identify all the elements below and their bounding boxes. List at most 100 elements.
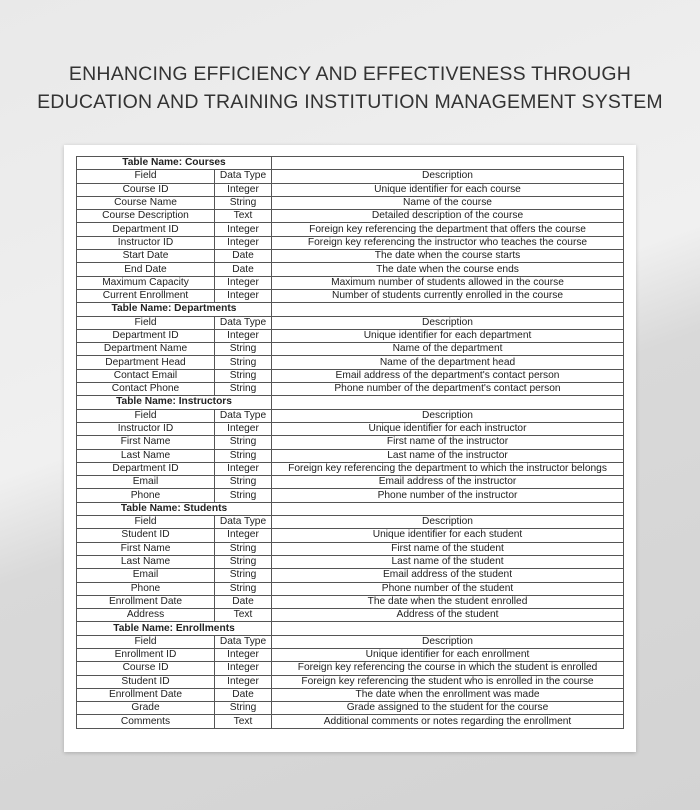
- table-section-header: Table Name: Enrollments: [75, 621, 624, 636]
- field-cell: Phone: [76, 581, 215, 596]
- empty-cell: [271, 395, 624, 410]
- table-row: Department ID Integer Foreign key referenc…: [76, 222, 624, 237]
- field-cell: Department Head: [76, 355, 215, 370]
- data-type-cell: String: [213, 701, 273, 716]
- table-row: Course Name String Name of the course: [76, 195, 624, 211]
- table-row: Enrollment Date Date The date when the enr…: [76, 687, 624, 703]
- column-header-field: Field: [76, 634, 215, 649]
- column-header-description: Description: [271, 408, 624, 423]
- data-type-cell: Integer: [213, 275, 273, 290]
- empty-cell: [271, 621, 624, 636]
- field-cell: Course Name: [76, 195, 215, 211]
- table-row: Email String Email address of the instruct…: [76, 475, 624, 490]
- table-row: Department Name String Name of the departm…: [76, 342, 624, 357]
- description-cell: Additional comments or notes regarding t…: [271, 714, 624, 729]
- column-header-field: Field: [76, 169, 215, 184]
- description-cell: Unique identifier for each student: [271, 528, 624, 543]
- field-cell: Last Name: [76, 554, 215, 570]
- table-row: Department Head String Name of the departm…: [76, 355, 624, 370]
- description-cell: First name of the student: [271, 541, 624, 556]
- data-type-cell: Date: [213, 249, 273, 264]
- table-row: Department ID Integer Unique identifier fo…: [76, 328, 624, 344]
- table-row: Course ID Integer Foreign key referencing …: [76, 661, 624, 676]
- table-row: Maximum Capacity Integer Maximum number of…: [76, 275, 624, 290]
- table-row: Email String Email address of the student: [76, 568, 624, 583]
- data-type-cell: String: [213, 368, 273, 384]
- column-header-description: Description: [271, 315, 624, 330]
- description-cell: Last name of the student: [271, 554, 624, 570]
- field-cell: Grade: [76, 701, 215, 716]
- field-cell: Enrollment ID: [76, 647, 215, 663]
- table-row: Department ID Integer Foreign key referenc…: [76, 461, 624, 477]
- column-header-row: Field Data Type Description: [76, 515, 624, 530]
- description-cell: Name of the department: [271, 342, 624, 357]
- field-cell: Course Description: [76, 209, 215, 224]
- page-title: ENHANCING EFFICIENCY AND EFFECTIVENESS T…: [0, 60, 700, 116]
- description-cell: The date when the student enrolled: [271, 594, 624, 610]
- data-type-cell: Integer: [213, 328, 273, 344]
- field-cell: First Name: [76, 435, 215, 450]
- section-title: Table Name: Departments: [75, 302, 273, 317]
- table-row: Last Name String Last name of the student: [76, 554, 624, 570]
- description-cell: Email address of the department's contac…: [271, 368, 624, 384]
- column-header-field: Field: [76, 315, 215, 330]
- section-title: Table Name: Instructors: [75, 395, 273, 410]
- column-header-row: Field Data Type Description: [76, 315, 624, 330]
- data-type-cell: Date: [213, 687, 273, 703]
- field-cell: First Name: [76, 541, 215, 556]
- data-type-cell: Integer: [213, 182, 273, 197]
- description-cell: Foreign key referencing the student who …: [271, 674, 624, 689]
- data-type-cell: Text: [213, 209, 273, 224]
- data-type-cell: Integer: [213, 647, 273, 663]
- description-cell: Name of the department head: [271, 355, 624, 370]
- data-type-cell: String: [213, 475, 273, 490]
- data-type-cell: String: [213, 342, 273, 357]
- data-type-cell: Integer: [213, 235, 273, 251]
- data-type-cell: Text: [213, 608, 273, 623]
- section-title: Table Name: Students: [75, 501, 273, 517]
- description-cell: Unique identifier for each enrollment: [271, 647, 624, 663]
- description-cell: Unique identifier for each department: [271, 328, 624, 344]
- field-cell: Last Name: [76, 448, 215, 463]
- data-type-cell: String: [213, 488, 273, 503]
- empty-cell: [271, 155, 624, 171]
- field-cell: Address: [76, 608, 215, 623]
- field-cell: Maximum Capacity: [76, 275, 215, 290]
- data-type-cell: String: [213, 554, 273, 570]
- description-cell: Maximum number of students allowed in th…: [271, 275, 624, 290]
- description-cell: Email address of the student: [271, 568, 624, 583]
- column-header-data-type: Data Type: [213, 169, 273, 184]
- field-cell: Enrollment Date: [76, 687, 215, 703]
- description-cell: Number of students currently enrolled in…: [271, 288, 624, 304]
- column-header-description: Description: [271, 634, 624, 649]
- table-row: Address Text Address of the student: [76, 608, 624, 623]
- column-header-description: Description: [271, 169, 624, 184]
- data-type-cell: String: [213, 541, 273, 556]
- empty-cell: [271, 302, 624, 317]
- data-type-cell: Integer: [213, 528, 273, 543]
- field-cell: Course ID: [76, 182, 215, 197]
- data-type-cell: String: [213, 435, 273, 450]
- data-type-cell: String: [213, 382, 273, 397]
- table-row: First Name String First name of the instru…: [76, 435, 624, 450]
- field-cell: Department Name: [76, 342, 215, 357]
- column-header-row: Field Data Type Description: [76, 169, 624, 184]
- field-cell: Department ID: [76, 222, 215, 237]
- field-cell: Instructor ID: [76, 421, 215, 437]
- field-cell: End Date: [76, 262, 215, 277]
- title-line-1: ENHANCING EFFICIENCY AND EFFECTIVENESS T…: [68, 63, 632, 85]
- table-row: Comments Text Additional comments or notes…: [76, 714, 624, 729]
- field-cell: Contact Email: [76, 368, 215, 384]
- table-row: End Date Date The date when the course end…: [76, 262, 624, 277]
- data-type-cell: Integer: [213, 421, 273, 437]
- column-header-row: Field Data Type Description: [76, 408, 624, 423]
- table-row: Enrollment Date Date The date when the stu…: [76, 594, 624, 610]
- column-header-row: Field Data Type Description: [76, 634, 624, 649]
- field-cell: Email: [76, 568, 215, 583]
- data-type-cell: String: [213, 355, 273, 370]
- description-cell: Grade assigned to the student for the co…: [271, 701, 624, 716]
- data-type-cell: Date: [213, 594, 273, 610]
- table-row: Current Enrollment Integer Number of stude…: [76, 288, 624, 304]
- table-row: Instructor ID Integer Foreign key referenc…: [76, 235, 624, 251]
- schema-table: Table Name: Courses Field Data Type Descrip…: [75, 155, 624, 729]
